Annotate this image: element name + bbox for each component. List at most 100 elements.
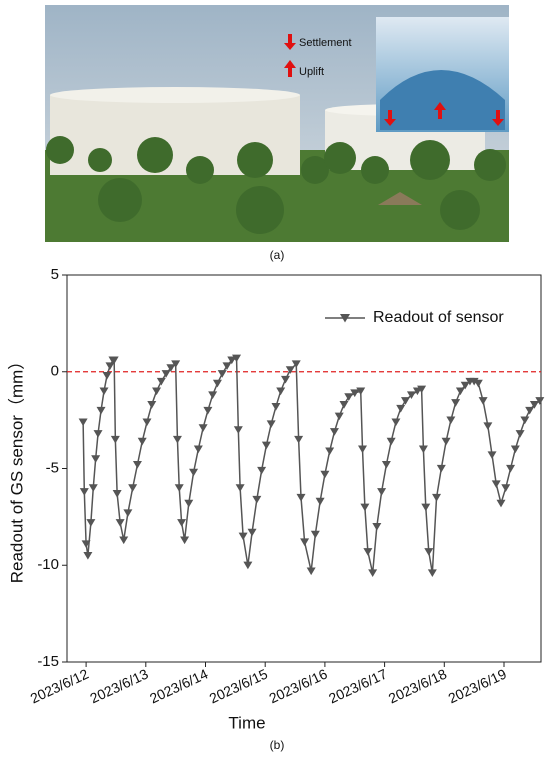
marker (487, 451, 497, 460)
marker (280, 375, 290, 384)
marker (400, 397, 410, 405)
marker (174, 484, 184, 492)
marker (358, 445, 368, 454)
marker (172, 435, 182, 444)
legend-label: Readout of sensor (373, 309, 504, 326)
marker (266, 420, 276, 429)
marker (83, 551, 93, 560)
marker (329, 428, 339, 436)
x-tick-label: 2023/6/16 (267, 665, 330, 706)
marker (123, 509, 133, 518)
y-tick-label: 5 (51, 266, 59, 283)
marker (451, 399, 461, 407)
marker (217, 370, 227, 378)
marker (386, 437, 396, 446)
marker (156, 377, 166, 386)
marker (483, 422, 493, 430)
marker (372, 522, 382, 531)
marker (105, 362, 115, 370)
marker (291, 360, 301, 369)
series-line (82, 357, 541, 574)
marker (436, 464, 446, 473)
photo: Settlement Uplift (45, 5, 509, 242)
caption: (b) (270, 738, 285, 752)
marker (171, 360, 181, 369)
marker (432, 493, 442, 502)
legend-marker (340, 314, 350, 323)
marker (102, 372, 112, 380)
marker (193, 445, 203, 454)
marker (184, 499, 194, 508)
marker (296, 493, 306, 502)
marker (350, 389, 360, 398)
marker (115, 519, 125, 527)
marker (147, 401, 157, 409)
plot-frame (66, 274, 542, 663)
x-tick-label: 2023/6/12 (28, 665, 91, 706)
marker (418, 445, 428, 454)
caption: (a) (270, 248, 285, 262)
marker (261, 441, 271, 450)
marker (427, 569, 437, 578)
marker (535, 397, 545, 405)
y-tick-label: -15 (37, 653, 59, 670)
marker (441, 437, 451, 446)
marker (294, 435, 304, 444)
marker (222, 362, 232, 370)
marker (496, 499, 506, 508)
marker (91, 455, 101, 463)
marker (232, 354, 242, 363)
marker (257, 466, 267, 475)
x-axis-label: Time (228, 713, 265, 732)
marker (396, 404, 406, 413)
marker (320, 470, 330, 479)
y-tick-label: 0 (51, 363, 59, 380)
marker (360, 503, 370, 512)
marker (285, 366, 295, 374)
annotation: Uplift (299, 66, 324, 78)
marker (247, 528, 257, 537)
marker (406, 391, 416, 400)
marker (506, 464, 516, 473)
marker (469, 377, 479, 386)
marker (501, 484, 511, 492)
marker (243, 561, 253, 570)
marker (510, 445, 520, 454)
marker (142, 418, 152, 427)
marker (339, 401, 349, 409)
marker (203, 406, 213, 415)
marker (235, 484, 245, 492)
marker (227, 356, 237, 365)
y-axis-label: Readout of GS sensor（mm） (7, 353, 26, 584)
marker (306, 567, 316, 576)
marker (363, 548, 373, 556)
marker (81, 540, 91, 549)
marker (520, 416, 530, 425)
x-tick-label: 2023/6/18 (386, 665, 449, 706)
y-tick-label: -10 (37, 556, 59, 573)
marker (525, 406, 535, 415)
marker (417, 385, 427, 394)
marker (93, 430, 103, 438)
marker (455, 387, 465, 396)
marker (252, 495, 262, 504)
marker (315, 497, 325, 506)
marker (377, 488, 387, 496)
marker (78, 418, 88, 427)
x-tick-label: 2023/6/19 (446, 665, 509, 706)
marker (79, 488, 89, 496)
y-tick-label: -5 (46, 459, 59, 476)
marker (166, 364, 176, 372)
marker (109, 356, 119, 365)
marker (356, 387, 366, 396)
marker (112, 490, 122, 498)
marker (198, 424, 208, 432)
marker (208, 391, 218, 400)
marker (325, 447, 335, 456)
marker (88, 484, 98, 492)
marker (212, 379, 222, 388)
marker (152, 387, 162, 396)
marker (137, 437, 147, 446)
marker (381, 461, 391, 469)
